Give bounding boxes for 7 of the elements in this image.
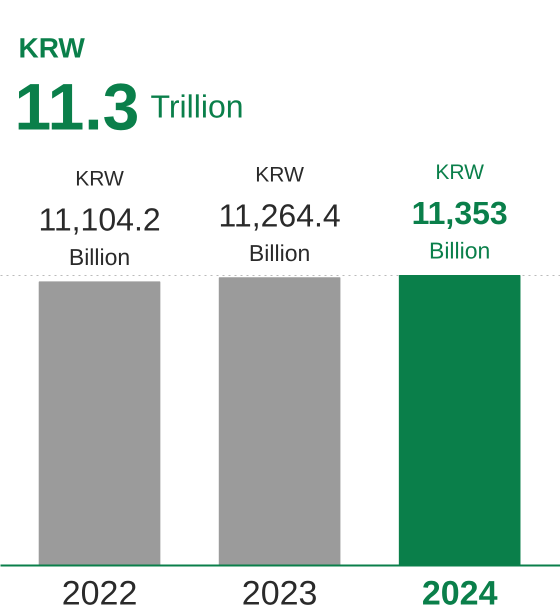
x-tick-label: 2022 bbox=[62, 574, 138, 612]
data-label: KRW 11,104.2 Billion bbox=[38, 167, 161, 270]
data-label: KRW 11,264.4 Billion bbox=[218, 163, 341, 266]
x-tick-label: 2024 bbox=[422, 574, 498, 612]
x-tick-label: 2023 bbox=[242, 574, 318, 612]
data-label: KRW 11,353 Billion bbox=[412, 161, 508, 264]
chart-title: KRW bbox=[18, 32, 86, 64]
